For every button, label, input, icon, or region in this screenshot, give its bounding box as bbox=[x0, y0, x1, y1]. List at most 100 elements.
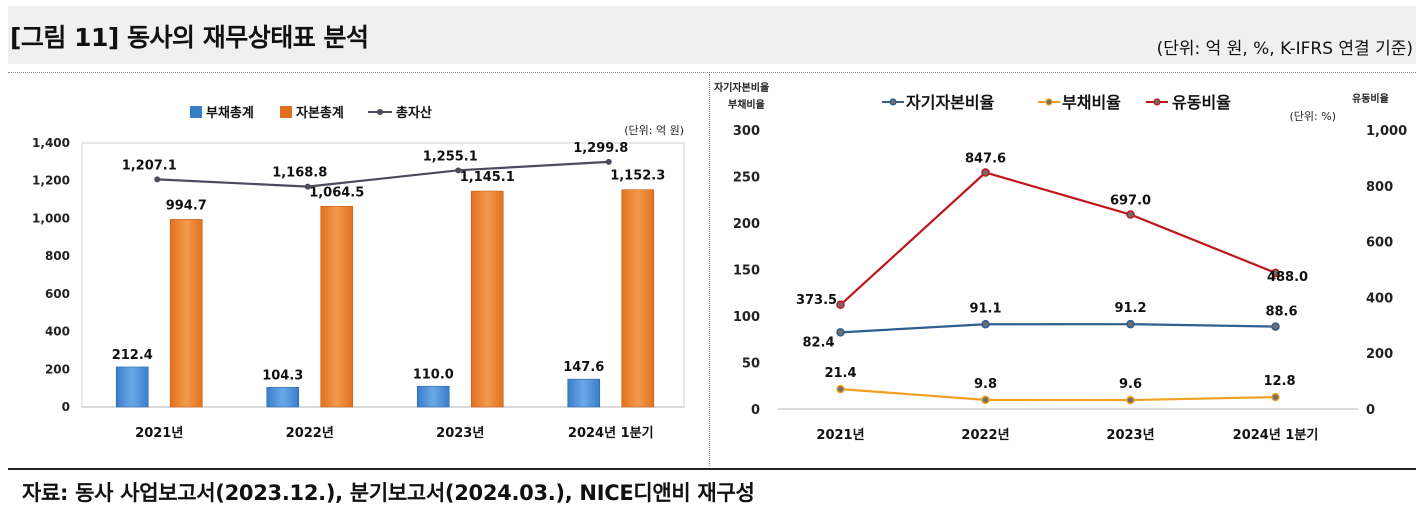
y-tick-label: 0 bbox=[62, 400, 70, 414]
x-tick-label: 2021년 bbox=[816, 428, 864, 443]
right-y-tick-label: 1,000 bbox=[1366, 124, 1407, 139]
equity-bar bbox=[320, 205, 354, 408]
legend-swatch-liabilities bbox=[190, 106, 202, 118]
left-y-tick-label: 300 bbox=[733, 124, 760, 139]
equity-bar bbox=[470, 190, 504, 408]
legend-marker-current-ratio bbox=[1153, 98, 1161, 106]
total-assets-data-label: 1,207.1 bbox=[122, 158, 177, 173]
legend-label-equity: 자본총계 bbox=[296, 105, 344, 121]
liabilities-data-label: 147.6 bbox=[563, 360, 604, 375]
legend-marker-equity-ratio bbox=[889, 98, 897, 106]
left-y-tick-label: 50 bbox=[742, 357, 760, 372]
liabilities-bar bbox=[115, 366, 149, 408]
equity-ratio-data-label: 88.6 bbox=[1265, 305, 1297, 320]
total-assets-point bbox=[455, 167, 462, 174]
current-ratio-point bbox=[1126, 210, 1135, 219]
total-assets-point bbox=[304, 183, 311, 190]
total-assets-data-label: 1,168.8 bbox=[272, 166, 327, 181]
legend-label-current-ratio: 유동비율 bbox=[1172, 93, 1231, 112]
debt-ratio-data-label: 21.4 bbox=[824, 366, 856, 381]
legend-swatch-equity bbox=[280, 106, 292, 118]
right-y-tick-label: 0 bbox=[1366, 403, 1375, 418]
current-ratio-data-label: 373.5 bbox=[796, 293, 837, 308]
total-assets-data-label: 1,299.8 bbox=[573, 141, 628, 156]
legend-label-debt-ratio: 부채비율 bbox=[1062, 93, 1121, 112]
x-tick-label: 2023년 bbox=[1106, 428, 1154, 443]
liabilities-bar bbox=[416, 385, 450, 408]
equity-ratio-point bbox=[1126, 319, 1135, 329]
current-ratio-data-label: 847.6 bbox=[965, 152, 1006, 167]
liabilities-data-label: 110.0 bbox=[413, 367, 454, 382]
debt-ratio-point bbox=[1271, 392, 1280, 402]
debt-ratio-point bbox=[1126, 395, 1135, 405]
liabilities-data-label: 212.4 bbox=[112, 348, 153, 363]
liabilities-data-label: 104.3 bbox=[262, 368, 303, 383]
liabilities-bar bbox=[567, 378, 601, 408]
current-ratio-point bbox=[836, 300, 845, 310]
y-tick-label: 200 bbox=[45, 362, 70, 376]
y-tick-label: 1,200 bbox=[32, 174, 70, 188]
chart-unit-label: (단위: 억 원) bbox=[624, 124, 684, 137]
liabilities-bar bbox=[266, 387, 300, 408]
current-ratio-line bbox=[839, 171, 1276, 306]
top-divider bbox=[8, 72, 1416, 73]
chart-unit-label: (단위: %) bbox=[1290, 110, 1336, 123]
equity-data-label: 994.7 bbox=[166, 198, 207, 213]
middle-divider bbox=[709, 74, 710, 466]
ratio-chart: 0 50 100 150 200 250 300 0 200 400 600 800 1,000 자기자본… bbox=[714, 81, 1407, 443]
right-y-tick-label: 200 bbox=[1366, 347, 1393, 362]
left-y-tick-label: 150 bbox=[733, 264, 760, 279]
x-tick-label: 2022년 bbox=[961, 428, 1009, 443]
right-y-tick-label: 400 bbox=[1366, 291, 1393, 306]
equity-data-label: 1,145.1 bbox=[460, 170, 515, 185]
left-axis-title-2: 부채비율 bbox=[728, 98, 765, 111]
unit-note: (단위: 억 원, %, K-IFRS 연결 기준) bbox=[1156, 39, 1413, 59]
y-tick-label: 1,000 bbox=[32, 211, 70, 225]
y-tick-label: 1,400 bbox=[32, 136, 70, 150]
equity-bar bbox=[621, 189, 655, 408]
y-tick-label: 800 bbox=[45, 249, 70, 263]
total-assets-data-label: 1,255.1 bbox=[423, 149, 478, 164]
legend-label-equity-ratio: 자기자본비율 bbox=[906, 93, 995, 112]
debt-ratio-data-label: 9.8 bbox=[974, 377, 997, 392]
legend-marker-total-assets bbox=[377, 109, 383, 115]
figure-header bbox=[8, 6, 1416, 64]
right-y-tick-label: 600 bbox=[1366, 236, 1393, 251]
current-ratio-point bbox=[1271, 268, 1280, 278]
debt-ratio-point bbox=[981, 395, 990, 405]
total-assets-point bbox=[154, 176, 161, 183]
y-tick-label: 400 bbox=[45, 325, 70, 339]
x-tick-label: 2022년 bbox=[286, 426, 334, 441]
right-y-tick-label: 800 bbox=[1366, 180, 1393, 195]
equity-ratio-point bbox=[836, 328, 845, 337]
equity-data-label: 1,064.5 bbox=[309, 185, 364, 200]
equity-ratio-data-label: 91.2 bbox=[1114, 301, 1146, 316]
left-y-tick-label: 100 bbox=[733, 310, 760, 325]
equity-ratio-point bbox=[981, 320, 990, 329]
left-y-tick-label: 0 bbox=[751, 403, 760, 418]
current-ratio-point bbox=[981, 168, 990, 177]
equity-ratio-line bbox=[840, 323, 1276, 334]
balance-sheet-chart: 0 200 400 600 800 1,000 1,200 1,400 212.4 994.7 20… bbox=[32, 105, 685, 441]
x-tick-label: 2021년 bbox=[135, 426, 183, 441]
bottom-divider bbox=[8, 468, 1416, 470]
equity-data-label: 1,152.3 bbox=[610, 169, 665, 184]
x-tick-label: 2023년 bbox=[436, 426, 484, 441]
current-ratio-data-label: 488.0 bbox=[1267, 270, 1308, 285]
debt-ratio-data-label: 12.8 bbox=[1263, 374, 1295, 389]
left-axis-title: 자기자본비율 bbox=[714, 81, 769, 94]
left-y-tick-label: 250 bbox=[733, 171, 760, 186]
total-assets-line bbox=[157, 160, 609, 188]
equity-bar bbox=[169, 219, 203, 408]
debt-ratio-line bbox=[840, 388, 1276, 402]
left-y-tick-label: 200 bbox=[733, 217, 760, 232]
equity-ratio-data-label: 91.1 bbox=[969, 301, 1001, 316]
legend-label-liabilities: 부채총계 bbox=[206, 105, 254, 121]
debt-ratio-data-label: 9.6 bbox=[1119, 377, 1142, 392]
equity-ratio-data-label: 82.4 bbox=[802, 335, 834, 350]
source-note: 자료: 동사 사업보고서(2023.12.), 분기보고서(2024.03.),… bbox=[22, 481, 755, 505]
debt-ratio-point bbox=[836, 384, 845, 394]
legend-marker-debt-ratio bbox=[1045, 98, 1053, 106]
total-assets-point bbox=[605, 158, 612, 165]
legend-label-total-assets: 총자산 bbox=[396, 105, 432, 121]
